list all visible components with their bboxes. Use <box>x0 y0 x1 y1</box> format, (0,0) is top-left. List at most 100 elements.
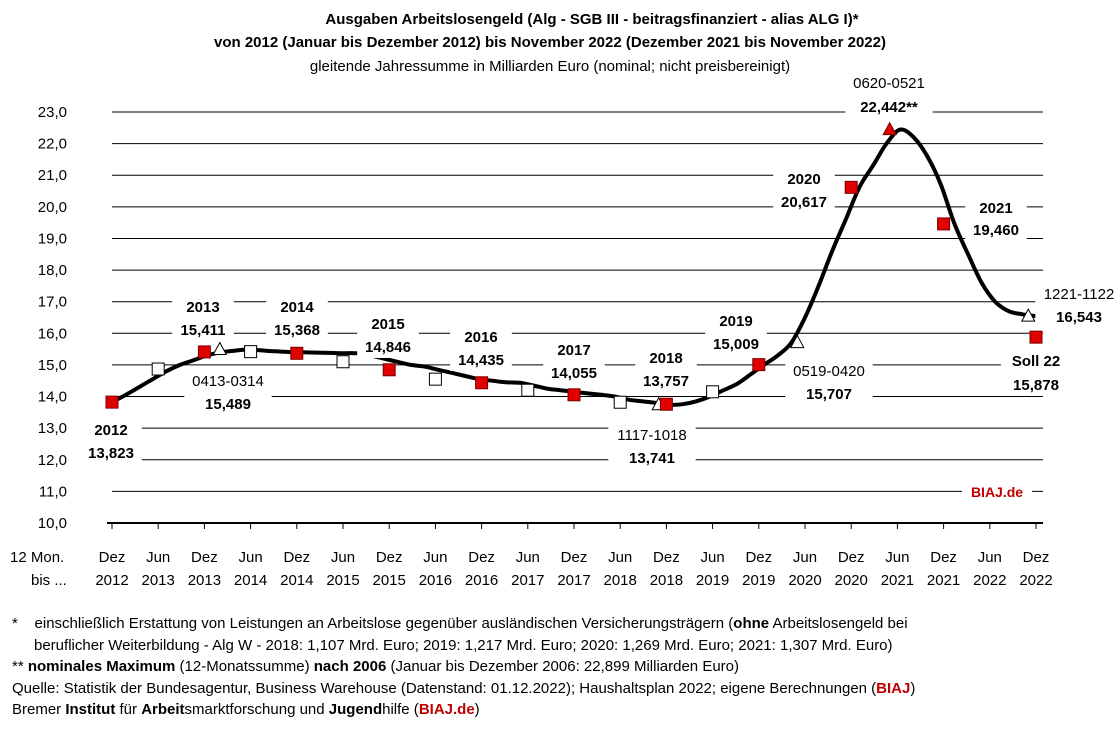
x-tick: Jun 2022 <box>973 549 1006 589</box>
x-tick-year: 2020 <box>788 572 821 589</box>
x-tick-year: 2021 <box>881 572 914 589</box>
x-tick-month: Dez <box>653 549 680 566</box>
x-tick-year: 2015 <box>326 572 359 589</box>
data-label-line-2: 14,435 <box>458 352 504 369</box>
institute-text-e: smarktforschung und <box>184 701 329 718</box>
data-label-background <box>845 72 933 118</box>
x-tick-month: Dez <box>561 549 588 566</box>
white-square-marker <box>244 345 258 359</box>
data-label-line-1: 1117-1018 <box>617 427 687 444</box>
institute-text-i: ) <box>474 701 480 718</box>
data-label-line-2: 14,055 <box>551 365 597 382</box>
data-label-line-1: Soll 22 <box>1012 353 1060 370</box>
red-square-marker <box>475 376 489 390</box>
source-text-a: Quelle: Statistik der Bundesagentur, Bus… <box>12 679 877 697</box>
data-label: 2015 14,846 <box>357 313 419 358</box>
x-tick-year: 2018 <box>604 572 637 589</box>
source-line: Quelle: Statistik der Bundesagentur, Bus… <box>12 678 1112 700</box>
red-square-marker <box>382 363 396 377</box>
data-markers <box>105 121 1043 411</box>
x-tick-month: Jun <box>885 549 909 566</box>
x-axis-header-line-2: bis ... <box>31 572 67 589</box>
white-square-marker <box>706 385 720 399</box>
data-label-line-2: 13,741 <box>629 450 675 467</box>
data-label: 2018 13,757 <box>635 347 697 392</box>
x-tick: Dez 2012 <box>95 549 128 589</box>
x-tick: Dez 2019 <box>742 549 775 589</box>
x-tick-month: Dez <box>838 549 865 566</box>
x-tick-year: 2021 <box>927 572 960 589</box>
white-square-marker <box>613 395 627 409</box>
x-tick: Dez 2013 <box>188 549 221 589</box>
data-label-line-1: 0413-0314 <box>192 373 264 390</box>
x-tick-year: 2016 <box>419 572 452 589</box>
data-label-line-1: 2020 <box>787 171 820 188</box>
y-tick-label: 17,0 <box>38 294 67 311</box>
data-label-background <box>773 168 835 213</box>
data-label-line-1: 2014 <box>280 299 314 316</box>
x-tick: Dez 2016 <box>465 549 498 589</box>
white-square-marker <box>151 362 165 376</box>
x-tick-month: Dez <box>376 549 403 566</box>
data-label: 2013 15,411 <box>172 296 234 341</box>
data-label: 2014 15,368 <box>266 296 328 341</box>
x-tick-year: 2020 <box>835 572 868 589</box>
white-square-marker <box>336 355 350 369</box>
y-tick-label: 20,0 <box>38 199 67 216</box>
data-label-line-1: 2018 <box>649 350 682 367</box>
data-label: 0413-0314 15,489 <box>184 370 272 415</box>
x-tick-month: Dez <box>468 549 495 566</box>
x-tick: Dez 2017 <box>557 549 590 589</box>
x-tick-month: Jun <box>978 549 1002 566</box>
data-label-line-2: 19,460 <box>973 222 1019 239</box>
y-tick-label: 11,0 <box>39 483 67 500</box>
x-tick-month: Jun <box>701 549 725 566</box>
institute-text-a: Bremer <box>12 701 66 718</box>
y-tick-label: 10,0 <box>38 515 67 532</box>
x-tick-year: 2014 <box>280 572 313 589</box>
x-tick: Jun 2017 <box>511 549 544 589</box>
data-label: 1221-1122 16,543 <box>1035 283 1117 328</box>
red-square-marker <box>937 217 951 231</box>
data-label-line-2: 16,543 <box>1056 309 1102 326</box>
x-axis-header-line-1: 12 Mon. <box>10 549 64 566</box>
x-tick-year: 2013 <box>142 572 175 589</box>
source-text-c: ) <box>910 679 916 697</box>
data-label-background <box>172 296 234 341</box>
footnote-2-text-e: (Januar bis Dezember 2006: 22,899 Millia… <box>386 658 739 675</box>
data-label: 2020 20,617 <box>773 168 835 213</box>
institute-text-d: Arbeit <box>141 701 185 718</box>
footnote-1-text-c: Arbeitslosengeld bei <box>769 615 908 632</box>
watermark-background <box>962 482 1032 502</box>
institute-text-g: hilfe ( <box>382 701 419 718</box>
red-square-marker <box>567 388 581 402</box>
footnote-2-text-b: nominales Maximum <box>27 658 176 675</box>
institute-text-c: für <box>115 701 142 718</box>
y-tick-label: 14,0 <box>38 389 67 406</box>
x-axis-ticks: Dez 2012 Jun 2013 Dez 2013 Jun 2014 Dez 2014 Jun 20… <box>95 549 1052 589</box>
data-label-background <box>357 313 419 358</box>
data-label-line-1: 2016 <box>464 329 497 346</box>
data-label-line-2: 15,878 <box>1013 377 1059 394</box>
x-tick: Dez 2021 <box>927 549 960 589</box>
x-tick-year: 2012 <box>95 572 128 589</box>
x-tick: Dez 2020 <box>835 549 868 589</box>
y-tick-label: 21,0 <box>38 167 67 184</box>
white-triangle-marker <box>1020 308 1036 322</box>
x-tick-year: 2017 <box>557 572 590 589</box>
data-annotations: 2012 13,823 2013 15,411 0413-0314 15,489 2014 1… <box>80 72 1117 469</box>
data-label-background <box>543 339 605 384</box>
chart-title-line-1: Ausgaben Arbeitslosengeld (Alg - SGB III… <box>325 11 858 28</box>
x-tick: Dez 2022 <box>1019 549 1052 589</box>
chart-subtitle: gleitende Jahressumme in Milliarden Euro… <box>310 58 790 75</box>
institute-text-b: Institut <box>65 701 116 718</box>
x-tick-month: Jun <box>146 549 170 566</box>
data-label-background <box>965 197 1027 241</box>
data-label-background <box>80 419 142 464</box>
x-tick: Jun 2018 <box>604 549 637 589</box>
x-tick: Jun 2020 <box>788 549 821 589</box>
x-tick-year: 2022 <box>973 572 1006 589</box>
institute-line: Bremer Institut für Arbeitsmarktforschun… <box>12 699 1112 721</box>
y-tick-label: 15,0 <box>38 357 67 374</box>
footnote-1-marker: * <box>12 615 18 632</box>
